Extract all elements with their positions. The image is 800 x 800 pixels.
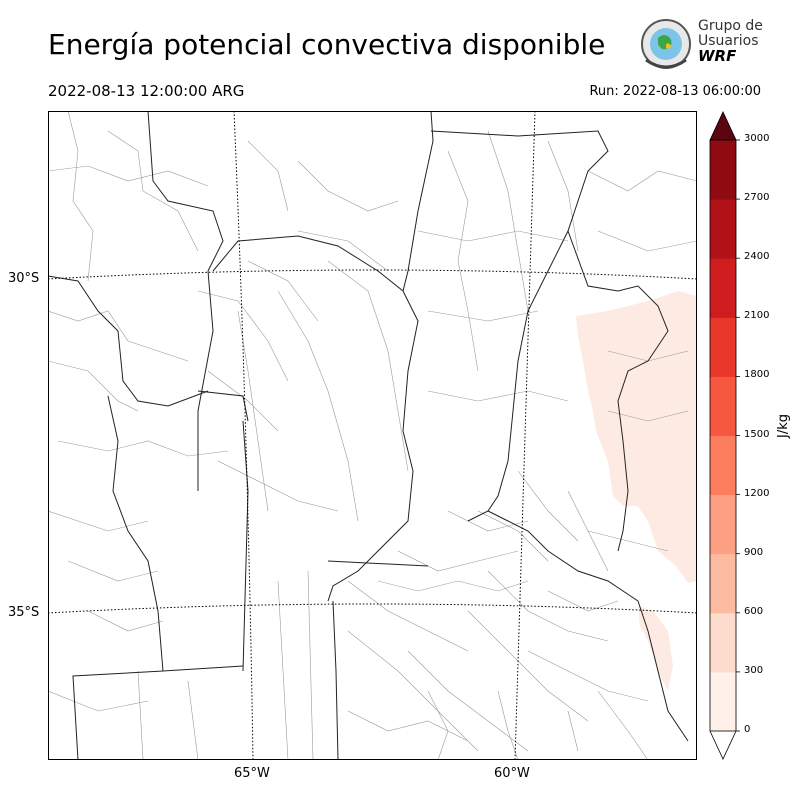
colorbar-band — [710, 376, 736, 436]
lat-label-30s: 30°S — [8, 271, 40, 286]
globe-logo-icon — [641, 19, 691, 69]
map-frame — [48, 111, 697, 760]
colorbar-tick-label: 1800 — [744, 369, 770, 381]
map-canvas — [47, 110, 698, 761]
colorbar-over-arrow — [709, 111, 737, 141]
colorbar-band — [710, 317, 736, 377]
valid-time: 2022-08-13 12:00:00 ARG — [48, 82, 245, 100]
lon-label-65w: 65°W — [234, 766, 270, 781]
colorbar-band — [710, 612, 736, 673]
wrf-logo: Grupo de Usuarios WRF — [636, 14, 766, 74]
colorbar-tick-label: 0 — [744, 724, 751, 735]
colorbar-tick-label: 900 — [744, 546, 764, 558]
colorbar-tick-label: 1200 — [744, 487, 770, 499]
colorbar-tick-label: 1500 — [744, 428, 770, 440]
department-boundaries — [47, 110, 698, 761]
map-panel[interactable] — [47, 110, 698, 761]
colorbar-band — [710, 140, 736, 200]
colorbar-tick-label: 2100 — [744, 310, 770, 322]
lat-label-35s: 35°S — [8, 605, 40, 620]
colorbar-tick-label: 3000 — [744, 133, 770, 144]
logo-text: Grupo de Usuarios WRF — [698, 18, 763, 65]
colorbar-tick-label: 2700 — [744, 192, 770, 204]
map-title: Energía potencial convectiva disponible — [48, 28, 606, 61]
colorbar-tick-label: 300 — [744, 664, 764, 676]
colorbar — [700, 108, 800, 768]
colorbar-band — [710, 553, 736, 614]
colorbar-band — [710, 671, 736, 732]
colorbar-graphic — [709, 111, 740, 760]
colorbar-tick-label: 2400 — [744, 251, 770, 263]
lon-label-60w: 60°W — [494, 766, 530, 781]
colorbar-band — [710, 258, 736, 318]
graticule — [47, 110, 698, 761]
run-time: Run: 2022-08-13 06:00:00 — [589, 84, 761, 99]
colorbar-tick-label: 600 — [744, 605, 764, 617]
colorbar-band — [710, 494, 736, 555]
colorbar-unit-label: J/kg — [776, 414, 791, 438]
colorbar-band — [710, 435, 736, 496]
province-boundaries — [47, 110, 689, 761]
colorbar-under-arrow — [709, 730, 737, 760]
colorbar-band — [710, 199, 736, 259]
